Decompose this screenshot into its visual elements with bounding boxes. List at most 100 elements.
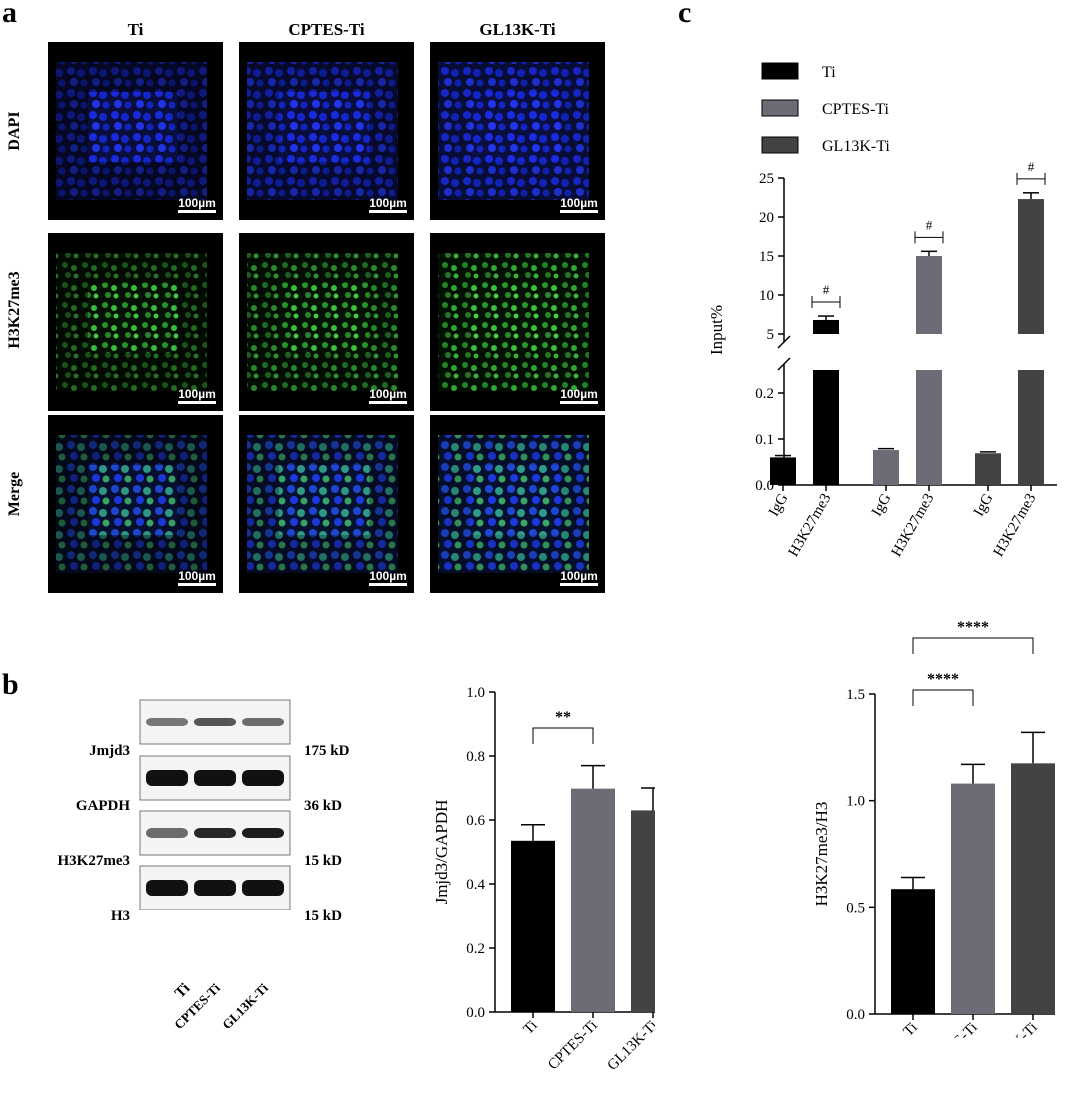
blot-label-h3: H3	[110, 908, 130, 924]
scale-bar-label: 100µm	[369, 569, 407, 583]
axis-break	[777, 357, 791, 371]
bar-h3k27me3	[916, 256, 942, 334]
y-tick-label: 1.0	[846, 794, 865, 810]
y-tick-label: 20	[759, 210, 774, 226]
y-axis-label: Jmjd3/GAPDH	[432, 800, 451, 905]
blot-band	[242, 718, 284, 726]
scale-bar	[369, 583, 407, 586]
bar-igg	[873, 450, 899, 485]
blot-band	[194, 770, 236, 786]
scale-bar-label: 100µm	[178, 196, 216, 210]
legend-label: CPTES-Ti	[822, 101, 890, 118]
blot-band	[242, 828, 284, 838]
significance-label: **	[555, 709, 571, 726]
legend-swatch	[761, 136, 799, 154]
blot-size-h3k27me3: 15 kD	[304, 853, 342, 869]
blot-band	[146, 880, 188, 896]
significance-label: #	[1028, 159, 1035, 174]
y-tick-label: 0.6	[466, 813, 485, 829]
significance-bracket	[912, 689, 974, 706]
blot-band	[146, 770, 188, 786]
bar-h3k27me3	[813, 319, 839, 334]
x-tick-label: H3K27me3	[786, 491, 835, 560]
blot-size-gapdh: 36 kD	[304, 798, 342, 814]
blot-band	[242, 880, 284, 896]
panel-label-c: c	[678, 0, 692, 29]
scale-bar	[560, 583, 598, 586]
axis-break	[777, 335, 791, 349]
y-tick-label: 10	[759, 288, 774, 304]
legend-swatch	[761, 62, 799, 80]
bar-cptes-ti	[571, 788, 615, 1012]
cell-cluster	[470, 92, 560, 162]
jmjd3-bar-chart: 0.0 0.2 0.4 0.6 0.8 1.0 Jmjd3/GAPDH Ti CPTES-Ti G…	[432, 685, 655, 1074]
bar-gl13k-ti	[1011, 763, 1055, 1014]
scale-bar	[178, 583, 216, 586]
bar-igg	[975, 453, 1001, 485]
bar-gl13k-ti	[631, 810, 655, 1012]
bar-ti	[891, 889, 935, 1014]
blot-band	[194, 718, 236, 726]
scale-bar-label: 100µm	[178, 569, 216, 583]
scale-bar-label: 100µm	[369, 387, 407, 401]
scale-bar-label: 100µm	[560, 196, 598, 210]
x-tick-label: H3K27me3	[991, 491, 1040, 560]
cell-cluster	[88, 283, 178, 353]
scale-bar	[560, 210, 598, 213]
x-tick-label: H3K27me3	[889, 491, 938, 560]
panel-label-b: b	[2, 668, 19, 701]
significance-label: #	[823, 282, 830, 297]
bar-lower-part	[813, 370, 839, 485]
y-axis-label: H3K27me3/H3	[812, 802, 831, 907]
x-tick-label: Ti	[900, 1020, 920, 1038]
blot-band	[194, 828, 236, 838]
row-header-h3k27me3: H3K27me3	[6, 271, 23, 349]
significance-label: ****	[927, 671, 959, 688]
western-blot	[139, 699, 291, 910]
blot-size-jmjd3: 175 kD	[304, 743, 350, 759]
row-header-dapi: DAPI	[6, 111, 23, 151]
scale-bar	[369, 401, 407, 404]
col-header-ti: Ti	[127, 20, 144, 39]
x-tick-label: Ti	[520, 1018, 540, 1038]
x-tick-label: IgG	[971, 491, 997, 519]
blot-label-h3k27me3: H3K27me3	[57, 853, 131, 869]
bar-igg	[770, 457, 796, 485]
blot-band	[242, 770, 284, 786]
blot-label-jmjd3: Jmjd3	[89, 743, 130, 759]
significance-label: #	[926, 217, 933, 232]
row-header-merge: Merge	[6, 471, 23, 517]
scale-bar-label: 100µm	[560, 387, 598, 401]
col-header-gl13k: GL13K-Ti	[479, 20, 556, 39]
legend-label: GL13K-Ti	[822, 138, 890, 155]
significance-bracket	[912, 637, 1034, 654]
scale-bar-label: 100µm	[560, 569, 598, 583]
cell-cluster	[470, 465, 560, 535]
cell-cluster	[279, 92, 369, 162]
y-tick-label: 15	[759, 249, 774, 265]
cell-cluster	[88, 465, 178, 535]
y-tick-label: 0.2	[466, 941, 485, 957]
cell-cluster	[279, 283, 369, 353]
cell-cluster	[470, 283, 560, 353]
bar-lower-part	[916, 370, 942, 485]
y-tick-label: 0.5	[846, 900, 865, 916]
bar-cptes-ti	[951, 783, 995, 1014]
y-tick-label: 0.0	[846, 1007, 865, 1023]
blot-band	[194, 880, 236, 896]
cell-cluster	[88, 92, 178, 162]
x-tick-label: IgG	[869, 491, 895, 519]
x-tick-label: CPTES-Ti	[925, 1020, 981, 1038]
blot-band	[146, 718, 188, 726]
y-tick-label: 0.8	[466, 749, 485, 765]
blot-band	[146, 828, 188, 838]
col-header-cptes: CPTES-Ti	[288, 20, 365, 39]
y-tick-label: 0.1	[755, 432, 774, 448]
x-tick-label: IgG	[766, 491, 792, 519]
scale-bar	[369, 210, 407, 213]
x-tick-label: GL13K-Ti	[985, 1020, 1041, 1038]
blot-size-h3: 15 kD	[304, 908, 342, 924]
cell-cluster	[279, 465, 369, 535]
significance-label: ****	[957, 619, 989, 636]
microscopy-panel: 100µm 100µm 100µm 100µm 100µm 100µm 100µm 100µm…	[48, 42, 605, 593]
